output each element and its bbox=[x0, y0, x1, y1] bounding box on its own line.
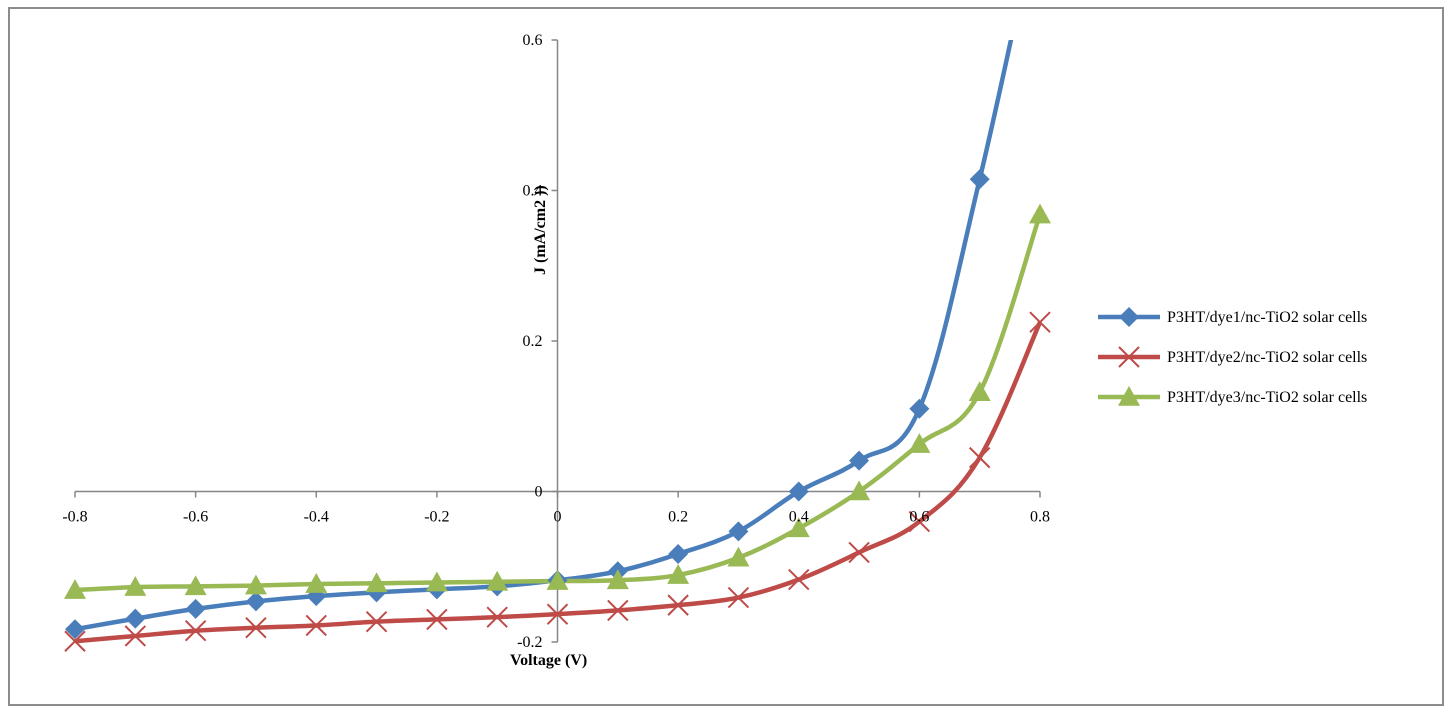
y-tick-label: -0.2 bbox=[517, 634, 542, 651]
y-tick-label: 0.6 bbox=[523, 32, 543, 49]
data-point-series-3 bbox=[425, 571, 448, 592]
data-point-series-3 bbox=[908, 433, 931, 453]
y-tick-label: 0 bbox=[535, 484, 543, 501]
series-markers bbox=[64, 169, 1051, 652]
legend-label: P3HT/dye2/nc-TiO2 solar cells bbox=[1167, 349, 1367, 366]
data-point-series-3 bbox=[667, 564, 690, 584]
data-point-series-3 bbox=[1029, 203, 1051, 224]
data-point-series-3 bbox=[606, 569, 629, 590]
data-point-series-2 bbox=[607, 599, 629, 622]
data-point-series-2 bbox=[788, 568, 810, 591]
data-point-series-3 bbox=[365, 572, 388, 593]
data-point-series-2 bbox=[124, 625, 147, 647]
data-point-series-3 bbox=[968, 381, 991, 401]
legend: P3HT/dye1/nc-TiO2 solar cells P3HT/dye2/n… bbox=[1098, 307, 1367, 406]
data-point-series-2 bbox=[908, 510, 931, 533]
data-point-series-2 bbox=[1029, 311, 1051, 333]
data-point-series-2 bbox=[64, 630, 86, 652]
data-point-series-3 bbox=[64, 579, 86, 599]
x-tick-label: 0.8 bbox=[1030, 509, 1050, 526]
x-tick-label: -0.8 bbox=[62, 509, 87, 526]
data-point-series-2 bbox=[546, 603, 569, 625]
legend-item-3: P3HT/dye3/nc-TiO2 solar cells bbox=[1098, 386, 1367, 406]
data-point-series-2 bbox=[848, 541, 870, 564]
legend-marker-1 bbox=[1119, 307, 1139, 327]
data-point-series-1 bbox=[245, 591, 266, 612]
data-point-series-1 bbox=[849, 450, 870, 471]
legend-item-2: P3HT/dye2/nc-TiO2 solar cells bbox=[1098, 346, 1367, 368]
y-tick-label: 0.4 bbox=[523, 183, 543, 200]
data-point-series-2 bbox=[245, 616, 267, 639]
data-point-series-2 bbox=[727, 586, 750, 609]
data-point-series-3 bbox=[184, 575, 207, 596]
data-point-series-2 bbox=[968, 446, 991, 469]
data-point-series-3 bbox=[486, 570, 509, 591]
data-point-series-1 bbox=[668, 543, 689, 564]
x-tick-label: 0.2 bbox=[668, 509, 688, 526]
data-point-series-3 bbox=[787, 517, 810, 538]
data-point-series-1 bbox=[788, 481, 809, 502]
x-tick-label: -0.6 bbox=[183, 509, 208, 526]
legend-item-1: P3HT/dye1/nc-TiO2 solar cells bbox=[1098, 307, 1367, 327]
x-tick-label: -0.4 bbox=[304, 509, 329, 526]
y-axis-title: J (mA/cm2 )) bbox=[532, 185, 549, 275]
data-point-series-3 bbox=[124, 576, 147, 596]
data-point-series-1 bbox=[969, 169, 990, 190]
axes bbox=[74, 39, 1041, 643]
data-point-series-2 bbox=[486, 606, 508, 628]
data-point-series-1 bbox=[185, 598, 206, 619]
legend-marker-2 bbox=[1118, 346, 1140, 368]
data-point-series-2 bbox=[667, 594, 689, 616]
chart-frame bbox=[8, 7, 1444, 706]
x-tick-label: 0.6 bbox=[909, 509, 929, 526]
legend-label: P3HT/dye1/nc-TiO2 solar cells bbox=[1167, 309, 1367, 326]
x-axis-title: Voltage (V) bbox=[510, 652, 587, 669]
tick-labels: -0.8 -0.6 -0.4 -0.2 0 0.2 0.4 0.6 0.8 -0.2 0 0.2 0.4… bbox=[62, 32, 1050, 651]
x-tick-label: -0.2 bbox=[424, 509, 449, 526]
x-tick-label: 0.4 bbox=[789, 509, 809, 526]
legend-label: P3HT/dye3/nc-TiO2 solar cells bbox=[1167, 389, 1367, 406]
y-tick-label: 0.2 bbox=[523, 333, 543, 350]
data-point-series-2 bbox=[184, 620, 207, 642]
x-tick-label: 0 bbox=[554, 509, 562, 526]
data-point-series-2 bbox=[365, 610, 388, 633]
data-point-series-1 bbox=[728, 521, 749, 542]
data-point-series-2 bbox=[426, 608, 448, 631]
data-point-series-3 bbox=[305, 573, 328, 593]
data-point-series-2 bbox=[305, 614, 327, 637]
data-point-series-3 bbox=[848, 480, 871, 501]
data-point-series-3 bbox=[244, 574, 267, 595]
data-point-series-1 bbox=[65, 619, 85, 640]
legend-marker-3 bbox=[1118, 386, 1140, 406]
data-point-series-1 bbox=[125, 608, 146, 629]
data-point-series-3 bbox=[727, 546, 750, 567]
data-point-series-3 bbox=[546, 570, 569, 590]
data-point-series-1 bbox=[909, 398, 930, 419]
